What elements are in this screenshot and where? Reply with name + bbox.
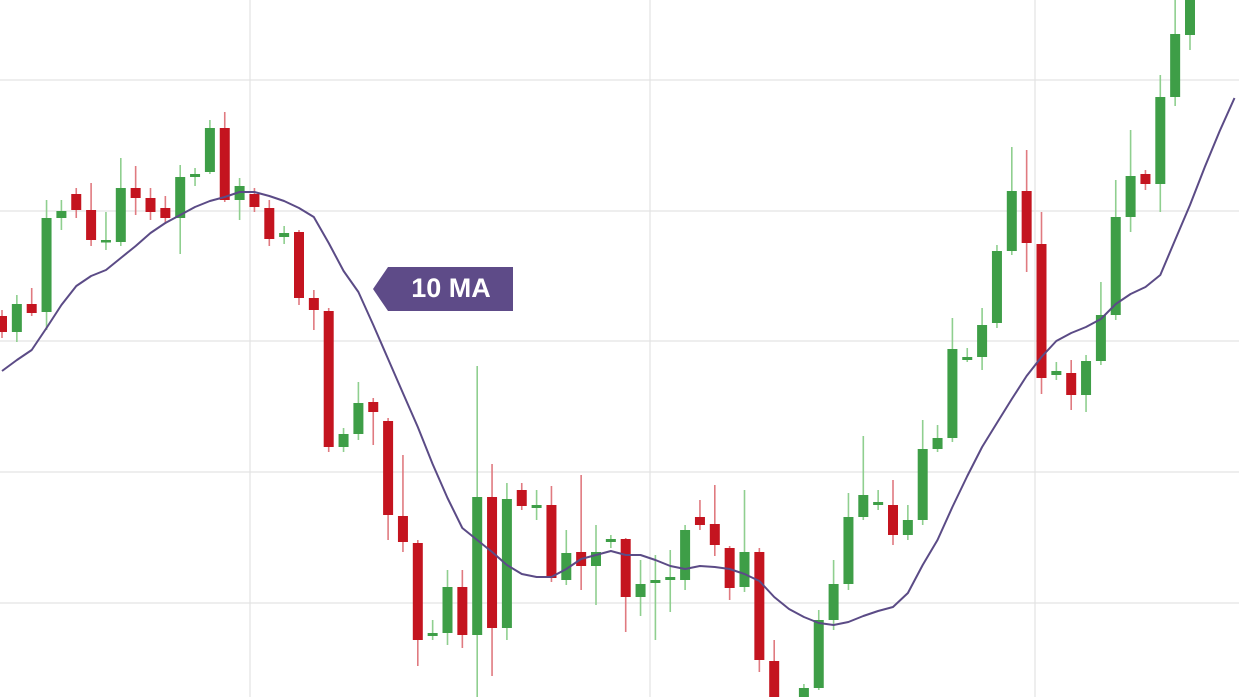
- candle-body: [1155, 97, 1166, 184]
- ma-line: [1, 97, 1236, 626]
- candle-body: [977, 325, 988, 357]
- candle-body: [991, 251, 1002, 323]
- candle-body: [665, 577, 676, 580]
- candle-body: [962, 357, 973, 360]
- candle-body: [175, 177, 186, 218]
- candle-body: [115, 188, 126, 242]
- candle-body: [650, 580, 661, 583]
- candle-body: [204, 128, 215, 172]
- candle-body: [219, 128, 230, 200]
- candle-body: [368, 402, 379, 412]
- candle-body: [813, 620, 824, 688]
- candle-body: [1036, 244, 1047, 378]
- candles: [0, 0, 1195, 697]
- candle-body: [1140, 174, 1151, 184]
- candle-body: [1110, 217, 1121, 315]
- candle-body: [472, 497, 483, 635]
- candle-body: [769, 661, 780, 697]
- candle-body: [249, 194, 260, 207]
- candle-body: [709, 524, 720, 545]
- candle-body: [620, 539, 631, 597]
- candle-body: [71, 194, 82, 210]
- candle-body: [873, 502, 884, 505]
- candle-body: [1081, 361, 1092, 395]
- candle-body: [0, 316, 7, 332]
- candle-body: [41, 218, 52, 312]
- candle-body: [11, 304, 22, 332]
- candle-body: [190, 174, 201, 177]
- candle-body: [1170, 34, 1181, 97]
- candle-body: [308, 298, 319, 310]
- ma-tag: 10 MA: [373, 267, 513, 311]
- candle-body: [1006, 191, 1017, 251]
- candle-body: [264, 208, 275, 239]
- candle-body: [457, 587, 468, 635]
- candle-body: [917, 449, 928, 520]
- candle-body: [516, 490, 527, 506]
- candle-body: [947, 349, 958, 438]
- candle-body: [828, 584, 839, 620]
- candle-body: [739, 552, 750, 587]
- candle-body: [546, 505, 557, 578]
- ma-tag-box: [373, 267, 513, 311]
- candle-body: [591, 552, 601, 566]
- candle-body: [1051, 371, 1062, 375]
- candle-body: [383, 421, 394, 515]
- candle-body: [323, 311, 334, 447]
- candle-body: [1021, 191, 1032, 243]
- candle-body: [843, 517, 854, 584]
- candle-body: [531, 505, 542, 508]
- candle-body: [1095, 315, 1106, 361]
- candle-body: [680, 530, 691, 580]
- candle-body: [487, 497, 498, 628]
- candle-body: [902, 520, 913, 535]
- candle-body: [427, 633, 438, 636]
- candle-body: [888, 505, 898, 535]
- candle-body: [26, 304, 37, 313]
- moving-average: [1, 97, 1236, 626]
- candle-body: [501, 499, 512, 628]
- candle-body: [694, 517, 705, 525]
- candle-body: [397, 516, 408, 542]
- candle-body: [561, 553, 572, 580]
- candle-body: [754, 552, 765, 660]
- candle-body: [635, 584, 646, 597]
- candle-body: [338, 434, 349, 447]
- candle-body: [294, 232, 304, 298]
- candle-body: [100, 240, 111, 243]
- candle-body: [130, 188, 141, 198]
- candle-body: [798, 688, 809, 697]
- candle-body: [279, 233, 290, 237]
- candle-body: [56, 211, 67, 218]
- candle-body: [932, 438, 943, 449]
- candle-body: [1066, 373, 1077, 395]
- candle-body: [353, 403, 364, 434]
- candle-body: [442, 587, 453, 633]
- candle-body: [605, 539, 616, 542]
- candle-body: [1185, 0, 1195, 35]
- candle-body: [1125, 176, 1136, 217]
- candle-body: [858, 495, 869, 517]
- candle-body: [412, 543, 423, 640]
- candle-body: [160, 208, 171, 218]
- candle-body: [145, 198, 156, 212]
- candle-body: [86, 210, 97, 240]
- ma-tag-label: 10 MA: [411, 273, 491, 303]
